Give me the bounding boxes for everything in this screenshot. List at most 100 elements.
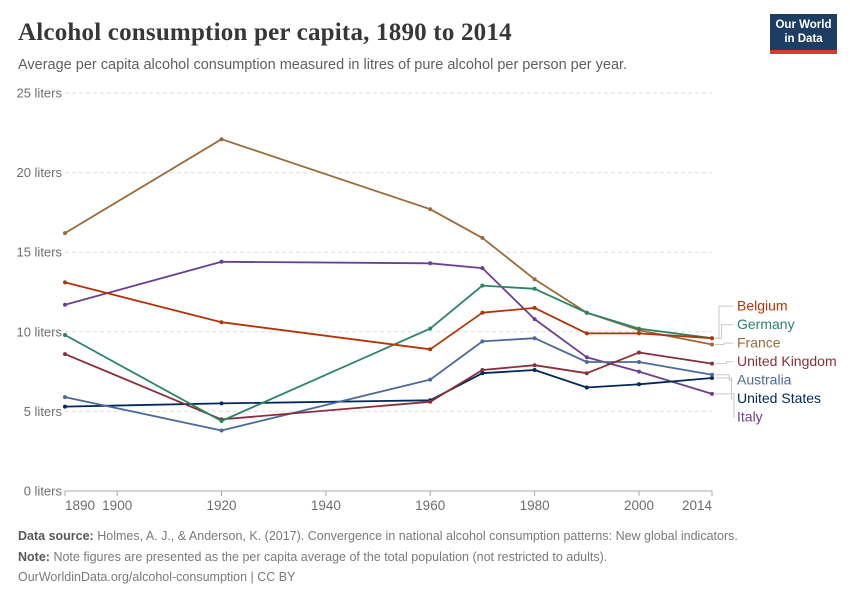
data-point[interactable] bbox=[63, 352, 67, 357]
legend-label-australia[interactable]: Australia bbox=[737, 372, 792, 388]
citation-line: OurWorldinData.org/alcohol-consumption |… bbox=[18, 567, 836, 588]
data-point[interactable] bbox=[532, 277, 537, 282]
series-united-states[interactable] bbox=[63, 368, 714, 409]
data-point[interactable] bbox=[637, 382, 641, 387]
legend-connector bbox=[715, 374, 733, 381]
data-source-label: Data source: bbox=[18, 529, 94, 543]
y-axis-tick-label: 15 liters bbox=[16, 245, 62, 260]
series-united-kingdom[interactable] bbox=[63, 350, 714, 422]
data-source-text: Holmes, A. J., & Anderson, K. (2017). Co… bbox=[97, 529, 738, 543]
note-text: Note figures are presented as the per ca… bbox=[53, 549, 608, 564]
data-point[interactable] bbox=[637, 360, 641, 364]
x-axis-tick-label: 1980 bbox=[520, 498, 550, 513]
series-line-france[interactable] bbox=[64, 138, 713, 346]
legend-connector bbox=[715, 377, 733, 400]
y-axis-tick-label: 0 liters bbox=[24, 484, 63, 499]
data-point[interactable] bbox=[532, 317, 537, 322]
data-point[interactable] bbox=[219, 320, 224, 325]
data-point[interactable] bbox=[584, 310, 589, 315]
y-axis-tick-label: 5 liters bbox=[24, 404, 63, 419]
data-point[interactable] bbox=[428, 207, 433, 212]
x-axis-tick-label: 1940 bbox=[311, 498, 341, 513]
series-line-italy[interactable] bbox=[64, 260, 713, 395]
owid-logo[interactable]: Our World in Data bbox=[770, 14, 837, 54]
data-point[interactable] bbox=[710, 376, 714, 380]
data-point[interactable] bbox=[219, 259, 224, 264]
data-point[interactable] bbox=[428, 377, 433, 382]
series-line-united-kingdom[interactable] bbox=[64, 351, 713, 421]
data-point[interactable] bbox=[63, 395, 67, 400]
data-point[interactable] bbox=[219, 401, 224, 406]
data-point[interactable] bbox=[584, 360, 589, 364]
data-point[interactable] bbox=[480, 266, 485, 271]
data-point[interactable] bbox=[710, 342, 714, 347]
legend-label-united-kingdom[interactable]: United Kingdom bbox=[737, 353, 837, 369]
legend-connector bbox=[715, 305, 733, 339]
legend-connector bbox=[715, 342, 733, 345]
series-australia[interactable] bbox=[63, 336, 714, 433]
note-label: Note: bbox=[18, 549, 50, 564]
series-line-united-states[interactable] bbox=[64, 369, 713, 408]
data-point[interactable] bbox=[480, 310, 485, 315]
data-point[interactable] bbox=[584, 385, 589, 390]
data-point[interactable] bbox=[637, 331, 641, 336]
data-point[interactable] bbox=[63, 302, 67, 307]
data-point[interactable] bbox=[428, 326, 433, 331]
data-point[interactable] bbox=[63, 231, 67, 236]
legend-label-belgium[interactable]: Belgium bbox=[737, 298, 788, 314]
data-point[interactable] bbox=[480, 283, 485, 288]
data-point[interactable] bbox=[219, 428, 224, 433]
data-point[interactable] bbox=[480, 371, 485, 376]
x-axis-tick-label: 1890 bbox=[65, 498, 95, 513]
legend-label-germany[interactable]: Germany bbox=[737, 316, 795, 332]
owid-logo-line1: Our World bbox=[775, 19, 832, 31]
legend-label-italy[interactable]: Italy bbox=[737, 409, 763, 425]
data-point[interactable] bbox=[532, 368, 537, 372]
series-line-australia[interactable] bbox=[64, 337, 713, 432]
series-france[interactable] bbox=[63, 137, 714, 347]
x-axis-tick-label: 1960 bbox=[415, 498, 445, 513]
data-point[interactable] bbox=[532, 363, 537, 368]
data-point[interactable] bbox=[63, 280, 67, 285]
data-point[interactable] bbox=[710, 372, 714, 377]
data-point[interactable] bbox=[63, 404, 67, 409]
data-point[interactable] bbox=[532, 286, 537, 291]
data-point[interactable] bbox=[637, 350, 641, 355]
y-axis-tick-label: 25 liters bbox=[16, 86, 62, 101]
data-point[interactable] bbox=[710, 361, 714, 366]
legend-label-united-states[interactable]: United States bbox=[737, 390, 821, 406]
data-point[interactable] bbox=[480, 235, 485, 240]
legend-label-france[interactable]: France bbox=[737, 335, 781, 351]
series-germany[interactable] bbox=[63, 283, 714, 423]
chart-subtitle: Average per capita alcohol consumption m… bbox=[18, 57, 628, 73]
data-point[interactable] bbox=[710, 336, 714, 341]
data-point[interactable] bbox=[428, 399, 433, 404]
series-line-germany[interactable] bbox=[64, 284, 713, 422]
legend-connector bbox=[715, 393, 735, 418]
citation-link[interactable]: OurWorldinData.org/alcohol-consumption bbox=[18, 570, 248, 584]
data-point[interactable] bbox=[428, 261, 433, 266]
data-point[interactable] bbox=[532, 336, 537, 341]
data-point[interactable] bbox=[63, 333, 67, 337]
data-point[interactable] bbox=[219, 137, 224, 142]
chart-footer: Data source: Holmes, A. J., & Anderson, … bbox=[18, 526, 836, 588]
series-belgium[interactable] bbox=[63, 280, 714, 352]
y-axis-tick-label: 10 liters bbox=[16, 324, 62, 339]
x-axis-tick-label: 2000 bbox=[624, 498, 654, 513]
data-point[interactable] bbox=[532, 305, 537, 310]
series-line-belgium[interactable] bbox=[64, 281, 713, 351]
data-point[interactable] bbox=[584, 331, 589, 336]
data-source-line: Data source: Holmes, A. J., & Anderson, … bbox=[18, 526, 836, 547]
legend-connector bbox=[715, 361, 733, 365]
data-point[interactable] bbox=[584, 355, 589, 360]
data-point[interactable] bbox=[219, 419, 224, 423]
data-point[interactable] bbox=[637, 326, 641, 331]
data-point[interactable] bbox=[637, 369, 641, 374]
data-point[interactable] bbox=[480, 339, 485, 344]
data-point[interactable] bbox=[480, 368, 485, 372]
data-point[interactable] bbox=[710, 391, 714, 396]
data-point[interactable] bbox=[428, 347, 433, 352]
series-italy[interactable] bbox=[63, 259, 714, 396]
data-point[interactable] bbox=[584, 371, 589, 376]
